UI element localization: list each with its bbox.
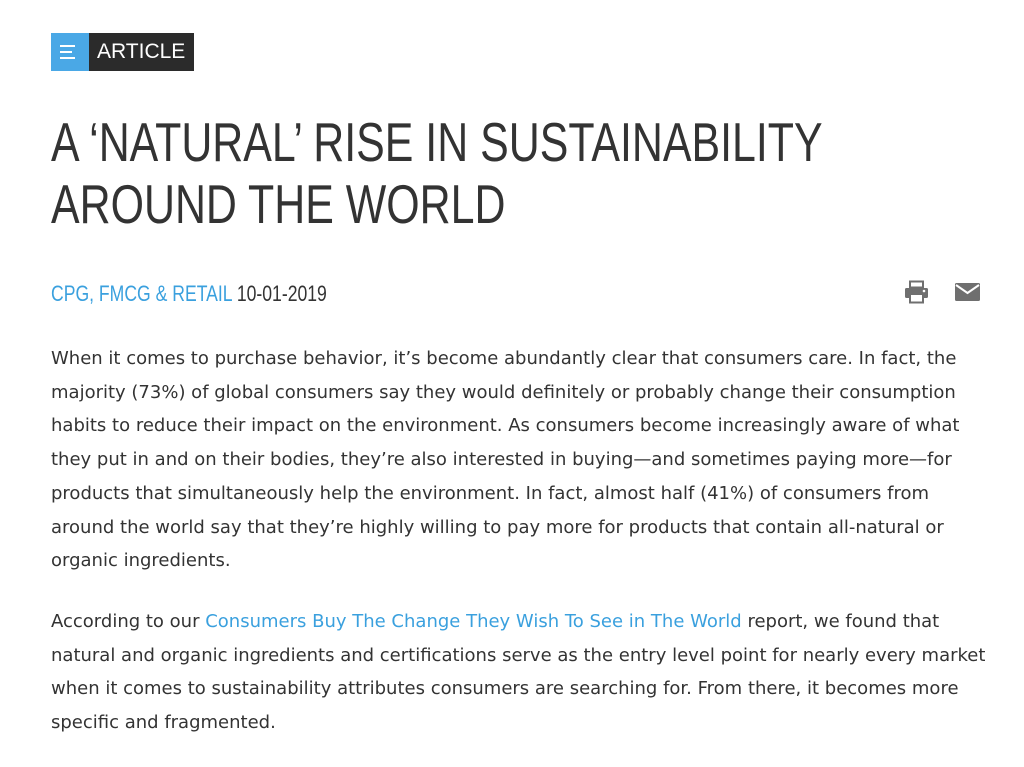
paragraph-2: According to our Consumers Buy The Chang… <box>51 605 996 740</box>
article-date: 10-01-2019 <box>236 281 327 306</box>
paragraph-1: When it comes to purchase behavior, it’s… <box>51 348 960 572</box>
paragraph-2-before: According to our <box>51 610 206 632</box>
article-container: ARTICLE A ‘NATURAL’ RISE IN SUSTAINABILI… <box>51 32 996 733</box>
article-body: When it comes to purchase behavior, it’s… <box>51 342 996 767</box>
article-badge: ARTICLE <box>51 33 195 71</box>
share-tools <box>903 280 981 304</box>
meta-text: CPG, FMCG & RETAIL 10-01-2019 <box>51 280 795 308</box>
badge-label: ARTICLE <box>89 33 195 71</box>
report-link[interactable]: Consumers Buy The Change They Wish To Se… <box>205 610 742 632</box>
article-meta: CPG, FMCG & RETAIL 10-01-2019 <box>51 280 981 312</box>
category-link[interactable]: CPG, FMCG & RETAIL <box>51 281 232 306</box>
print-icon[interactable] <box>903 280 930 304</box>
list-icon <box>51 33 89 71</box>
article-title: A ‘NATURAL’ RISE IN SUSTAINABILITY AROUN… <box>51 111 822 235</box>
envelope-icon[interactable] <box>954 280 981 304</box>
paragraph-2-after: report, we found that natural and organi… <box>51 610 986 734</box>
